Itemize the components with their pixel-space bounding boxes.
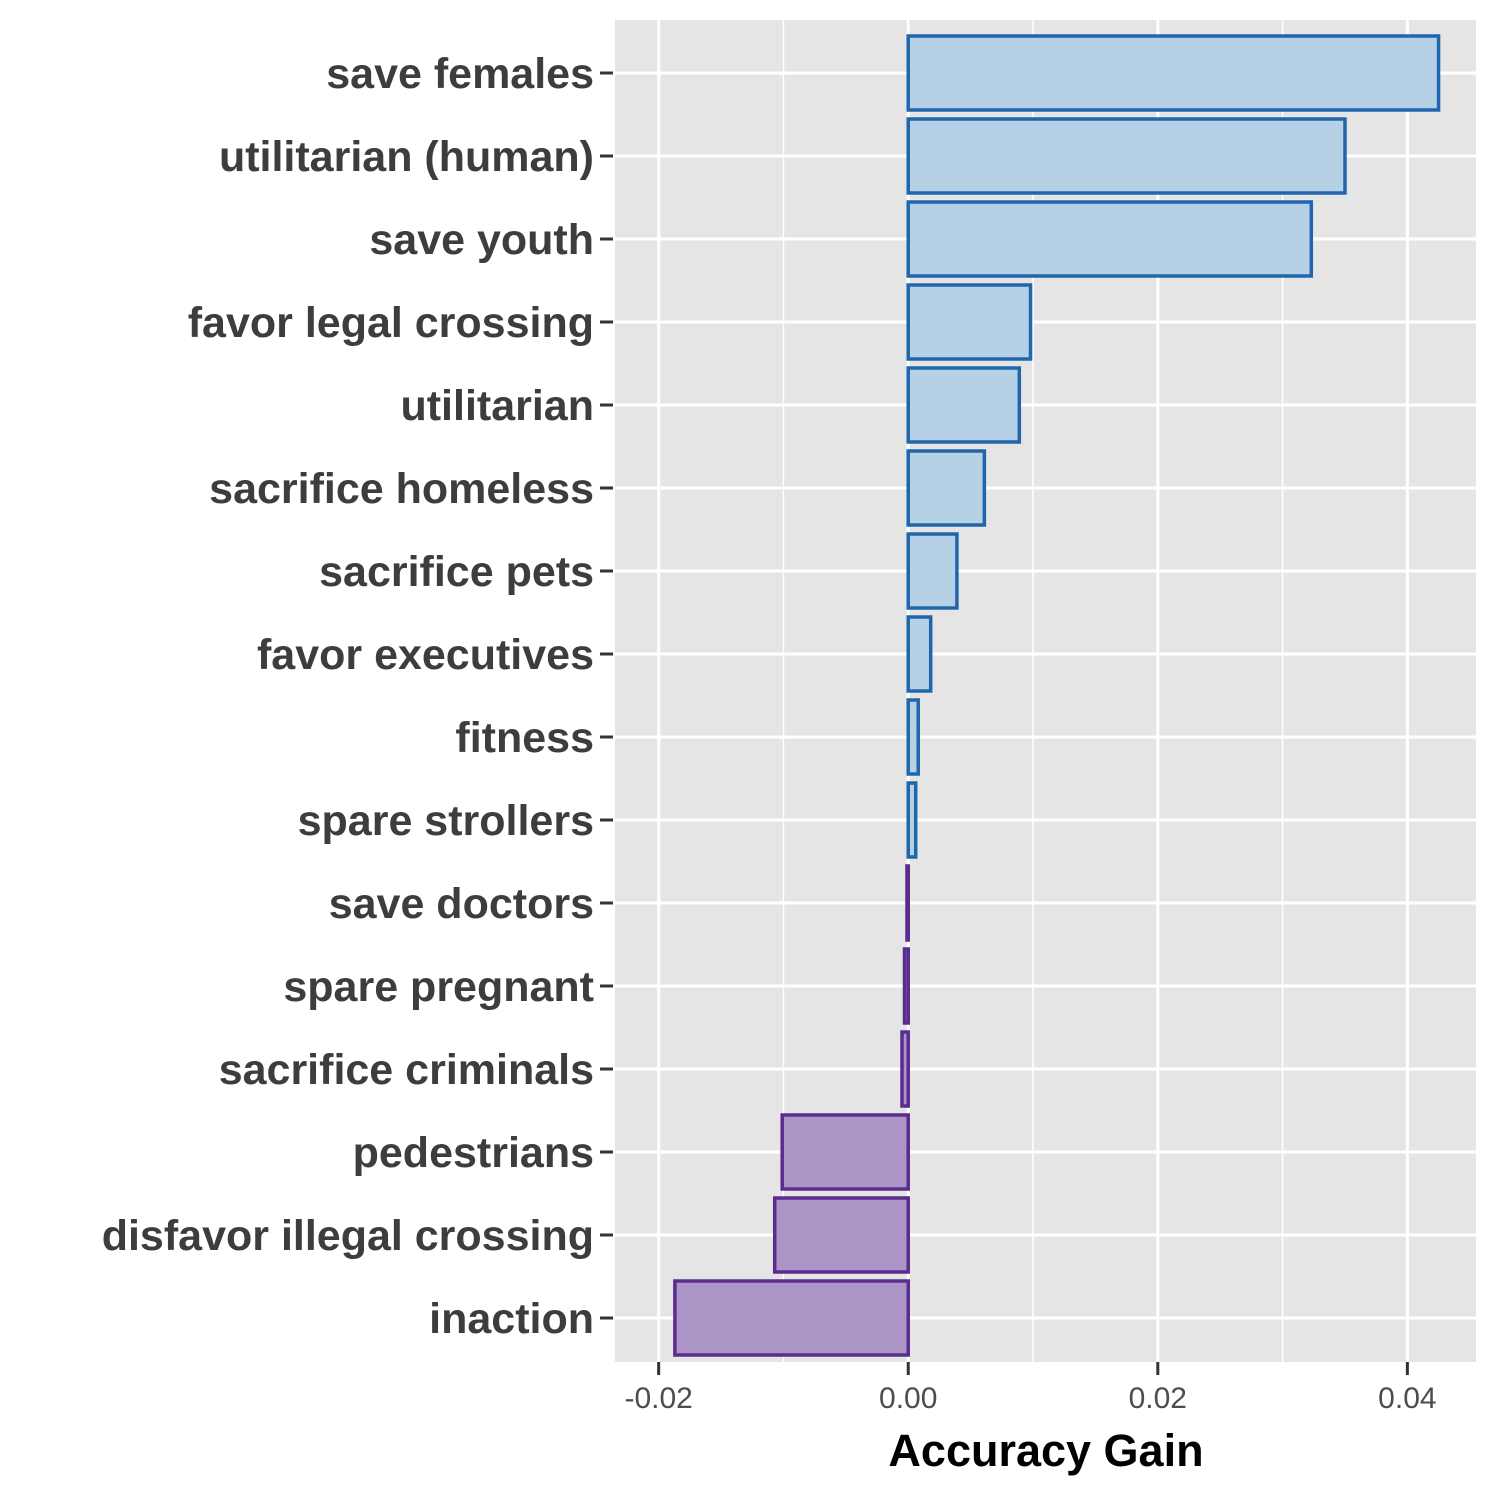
y-tick-label: spare pregnant bbox=[283, 963, 594, 1011]
x-tick-label: 0.00 bbox=[879, 1382, 937, 1415]
bar-layer bbox=[673, 34, 1441, 1357]
bar-sacrifice-pets bbox=[906, 532, 959, 610]
y-tick-label: sacrifice homeless bbox=[209, 465, 594, 513]
y-tick-label: sacrifice pets bbox=[319, 548, 594, 596]
bar-disfavor-illegal-crossing bbox=[772, 1196, 910, 1274]
bar-fitness bbox=[906, 698, 920, 776]
y-tick-label: utilitarian bbox=[400, 382, 594, 430]
bar-spare-pregnant bbox=[902, 947, 910, 1025]
bar-inaction bbox=[673, 1279, 910, 1357]
bar-sacrifice-criminals bbox=[900, 1030, 910, 1108]
y-tick-label: favor legal crossing bbox=[188, 299, 594, 347]
bar-favor-legal-crossing bbox=[906, 283, 1033, 361]
y-tick-label: fitness bbox=[455, 714, 594, 762]
x-tick-label: 0.04 bbox=[1378, 1382, 1436, 1415]
y-tick-label: pedestrians bbox=[353, 1129, 594, 1177]
y-axis: save females utilitarian (human) save yout… bbox=[102, 50, 613, 1343]
y-tick-label: disfavor illegal crossing bbox=[102, 1212, 594, 1260]
y-tick-label: inaction bbox=[429, 1295, 594, 1343]
bar-save-doctors bbox=[905, 864, 910, 942]
bar-utilitarian-human bbox=[906, 117, 1347, 195]
y-tick-label: utilitarian (human) bbox=[219, 133, 594, 181]
x-tick-label: 0.02 bbox=[1129, 1382, 1187, 1415]
bar-utilitarian bbox=[906, 366, 1022, 444]
y-tick-label: save females bbox=[326, 50, 594, 98]
y-tick-label: spare strollers bbox=[298, 797, 594, 845]
x-axis-title: Accuracy Gain bbox=[888, 1425, 1203, 1476]
bar-favor-executives bbox=[906, 615, 933, 693]
bar-spare-strollers bbox=[906, 781, 918, 859]
y-tick-label: sacrifice criminals bbox=[219, 1046, 594, 1094]
bar-save-youth bbox=[906, 200, 1314, 278]
y-tick-label: save youth bbox=[369, 216, 594, 264]
bar-pedestrians bbox=[780, 1113, 910, 1191]
x-tick-label: -0.02 bbox=[624, 1382, 692, 1415]
bar-sacrifice-homeless bbox=[906, 449, 987, 527]
y-tick-label: save doctors bbox=[329, 880, 594, 928]
x-axis: -0.02 0.00 0.02 0.04 bbox=[624, 1362, 1437, 1415]
y-tick-label: favor executives bbox=[257, 631, 594, 679]
bar-save-females bbox=[906, 34, 1441, 112]
